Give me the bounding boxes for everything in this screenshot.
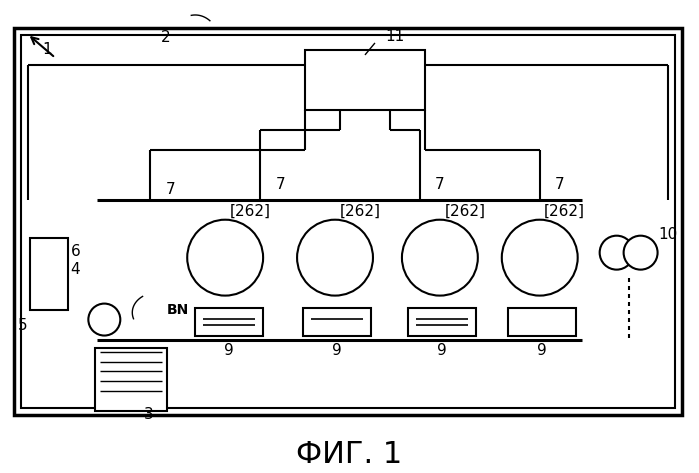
Text: [262]: [262] <box>445 204 485 219</box>
Circle shape <box>187 219 263 296</box>
Circle shape <box>297 219 373 296</box>
Text: 3: 3 <box>143 407 153 422</box>
Text: 7: 7 <box>435 177 445 192</box>
Text: 2: 2 <box>161 30 170 45</box>
Bar <box>31 237 69 310</box>
Text: 9: 9 <box>332 343 342 358</box>
Bar <box>507 307 576 335</box>
Text: 1: 1 <box>43 43 52 57</box>
Text: 9: 9 <box>437 343 447 358</box>
Text: BN: BN <box>167 303 189 316</box>
Bar <box>303 307 371 335</box>
Circle shape <box>88 304 120 335</box>
Circle shape <box>402 219 478 296</box>
Bar <box>95 348 167 412</box>
Text: 5: 5 <box>17 318 27 333</box>
Text: 9: 9 <box>224 343 234 358</box>
Text: [262]: [262] <box>545 204 585 219</box>
Text: 7: 7 <box>166 182 175 197</box>
Text: [262]: [262] <box>230 204 271 219</box>
Text: 9: 9 <box>537 343 547 358</box>
Bar <box>15 28 682 415</box>
Text: 7: 7 <box>275 177 285 192</box>
Bar <box>195 307 263 335</box>
Circle shape <box>600 236 633 270</box>
Text: 11: 11 <box>385 29 405 44</box>
Text: 6: 6 <box>71 244 80 259</box>
Text: ФИГ. 1: ФИГ. 1 <box>296 440 402 469</box>
Bar <box>408 307 476 335</box>
Text: [262]: [262] <box>340 204 380 219</box>
Text: 7: 7 <box>555 177 565 192</box>
Circle shape <box>502 219 577 296</box>
Text: 4: 4 <box>71 262 80 277</box>
Text: 10: 10 <box>658 227 677 242</box>
Circle shape <box>624 236 658 270</box>
Bar <box>305 50 425 110</box>
Bar <box>22 35 675 409</box>
